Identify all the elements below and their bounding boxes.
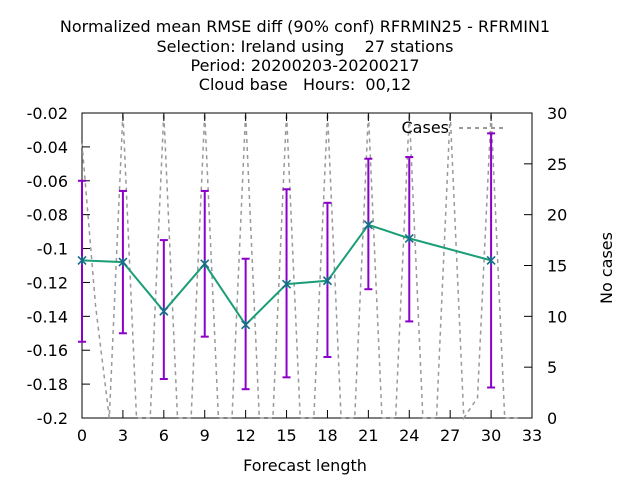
y-tick-label: -0.16 [27,341,68,360]
x-tick-label: 27 [440,426,460,445]
y2-tick-label: 0 [547,409,557,428]
title-line-3: Period: 20200203-20200217 [190,56,419,75]
cases-series [81,112,519,421]
x-tick-label: 33 [522,426,542,445]
mean-line [81,223,492,327]
y-tick-label: -0.1 [37,240,68,259]
cases-line [81,112,519,421]
mean-point [241,320,251,330]
y-tick-label: -0.06 [27,172,68,191]
chart-title: Normalized mean RMSE diff (90% conf) RFR… [60,17,550,94]
y2-tick-label: 30 [547,104,567,123]
y2-axis: 30 25 20 15 10 5 0 [524,104,567,428]
y-tick-label: -0.08 [27,206,68,225]
y-tick-label: -0.14 [27,307,68,326]
y-tick-label: -0.02 [27,104,68,123]
title-line-4: Cloud base Hours: 00,12 [199,75,411,94]
y2-tick-label: 10 [547,307,567,326]
y2-tick-label: 25 [547,155,567,174]
mean-point [118,257,128,267]
y2-tick-label: 20 [547,206,567,225]
legend-label-cases: Cases [402,118,450,137]
x-axis-title: Forecast length [243,456,367,475]
y2-tick-label: 15 [547,257,567,276]
y2-axis-title: No cases [597,232,616,304]
mean-point [486,255,496,265]
mean-series [77,220,496,330]
y-tick-label: -0.12 [27,273,68,292]
mean-point [404,233,414,243]
y-tick-label: -0.2 [37,409,68,428]
title-line-2: Selection: Ireland using 27 stations [156,37,453,56]
y-tick-label: -0.18 [27,375,68,394]
x-tick-label: 15 [276,426,296,445]
x-tick-label: 12 [235,426,255,445]
mean-point [322,276,333,286]
errorbar-series [78,132,496,391]
mean-point [77,255,87,265]
y2-tick-label: 5 [547,358,557,377]
y-tick-label: -0.04 [27,138,68,157]
x-tick-label: 24 [399,426,419,445]
y-axis: -0.02 -0.04 -0.06 -0.08 -0.1 -0.12 -0.14 -0.16 -… [27,104,90,428]
x-tick-label: 9 [200,426,210,445]
x-tick-label: 18 [317,426,337,445]
mean-point [159,306,169,316]
x-tick-label: 21 [358,426,378,445]
x-axis: 0 3 6 9 12 15 18 21 24 27 30 33 [77,113,542,445]
x-tick-label: 6 [159,426,169,445]
title-line-1: Normalized mean RMSE diff (90% conf) RFR… [60,17,550,36]
plot-frame [81,112,533,419]
mean-point [200,259,210,269]
legend: Cases [402,118,505,137]
x-tick-label: 0 [77,426,87,445]
x-tick-label: 30 [481,426,501,445]
mean-point [281,279,292,289]
x-tick-label: 3 [118,426,128,445]
mean-point [363,220,373,230]
